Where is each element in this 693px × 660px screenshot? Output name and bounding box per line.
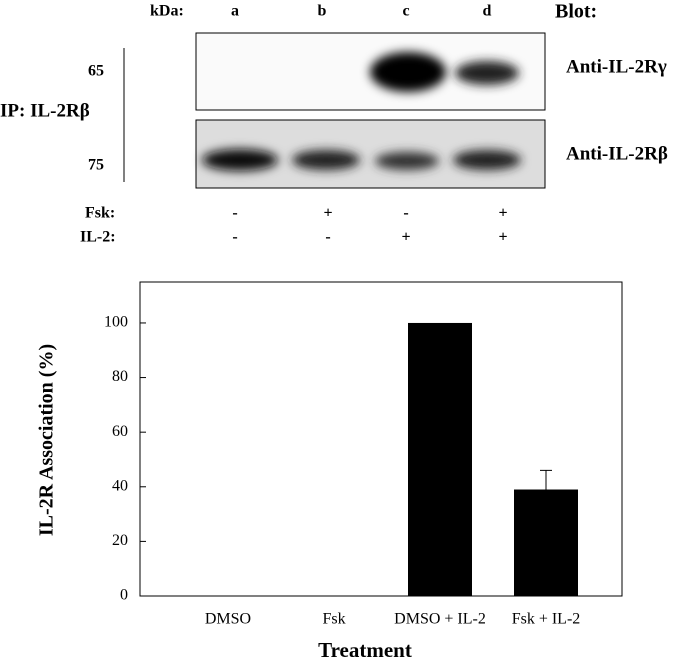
ip-label: IP: IL-2Rβ — [0, 100, 90, 121]
sign: - — [232, 229, 237, 246]
antibody-label: Anti-IL-2Rβ — [566, 143, 668, 164]
error-bar — [540, 469, 552, 490]
sign: + — [498, 205, 507, 222]
marker-label: 65 — [88, 63, 104, 80]
sign: + — [323, 205, 332, 222]
sign: + — [498, 229, 507, 246]
kda-label: kDa: — [150, 3, 184, 20]
bar — [408, 322, 472, 596]
x-tick-label: DMSO — [205, 611, 251, 628]
bar — [514, 489, 578, 596]
blot-label: Blot: — [555, 1, 597, 23]
sign: - — [325, 229, 330, 246]
antibody-label: Anti-IL-2Rγ — [566, 56, 667, 77]
y-axis-label: IL-2R Association (%) — [36, 344, 58, 536]
marker-label: 75 — [88, 157, 104, 174]
y-tick-label: 60 — [112, 423, 128, 440]
treatment-label: Fsk: — [85, 205, 115, 222]
plot-frame — [139, 281, 623, 597]
sign: + — [401, 229, 410, 246]
y-tick-label: 40 — [112, 477, 128, 494]
bands — [202, 52, 521, 171]
lane-label: b — [318, 3, 327, 20]
x-tick-label: DMSO + IL-2 — [394, 611, 486, 628]
y-tick-label: 20 — [112, 532, 128, 549]
y-tick-label: 100 — [104, 314, 128, 331]
lane-label: d — [483, 3, 492, 20]
x-tick-label: Fsk — [322, 611, 345, 628]
treatment-label: IL-2: — [80, 229, 116, 246]
lane-label: c — [402, 3, 409, 20]
lane-label: a — [231, 3, 239, 20]
x-axis-label: Treatment — [318, 638, 412, 660]
sign: - — [403, 205, 408, 222]
y-tick-label: 0 — [120, 587, 128, 604]
y-tick-label: 80 — [112, 368, 128, 385]
sign: - — [232, 205, 237, 222]
signs: - + - + - - + + — [232, 205, 507, 246]
x-tick-label: Fsk + IL-2 — [512, 611, 581, 628]
